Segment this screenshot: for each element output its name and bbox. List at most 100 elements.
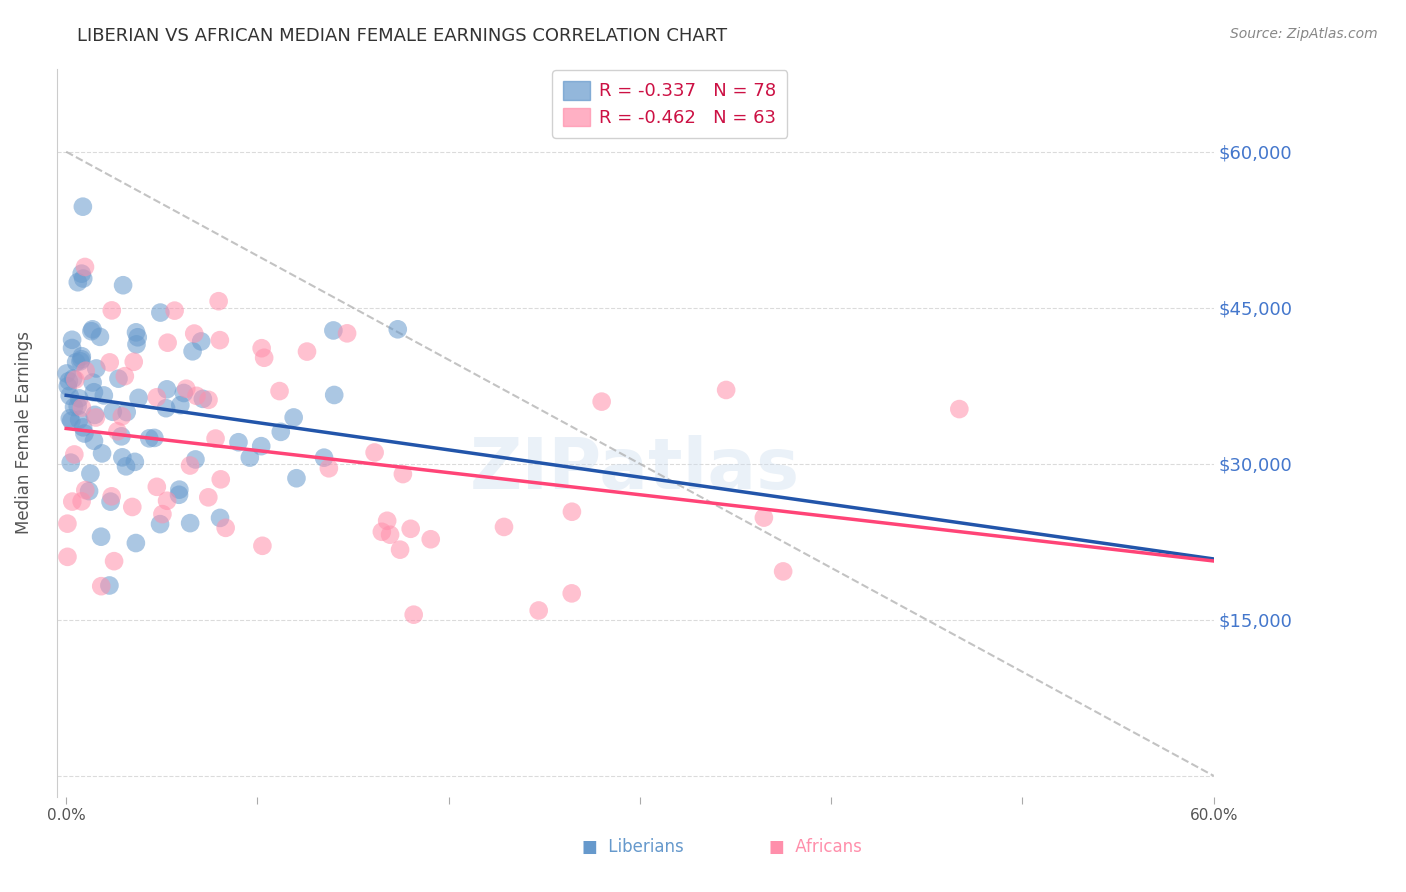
Africans — [73, 260, 96, 274]
Africans — [98, 355, 121, 369]
Liberians — [59, 411, 82, 425]
Africans — [389, 542, 412, 557]
Text: ■  Liberians: ■ Liberians — [582, 838, 683, 856]
Liberians — [112, 278, 135, 293]
Liberians — [58, 374, 80, 388]
Liberians — [125, 536, 148, 550]
Liberians — [56, 379, 79, 393]
Africans — [197, 491, 219, 505]
Africans — [121, 500, 143, 514]
Liberians — [100, 494, 122, 508]
Africans — [146, 480, 169, 494]
Africans — [107, 424, 129, 438]
Africans — [399, 522, 422, 536]
Liberians — [65, 355, 87, 369]
Liberians — [179, 516, 201, 530]
Liberians — [115, 459, 138, 474]
Liberians — [83, 434, 105, 448]
Africans — [122, 355, 145, 369]
Liberians — [184, 452, 207, 467]
Africans — [84, 410, 107, 425]
Africans — [208, 333, 231, 347]
Liberians — [60, 341, 83, 355]
Liberians — [323, 388, 346, 402]
Liberians — [79, 467, 101, 481]
Africans — [209, 472, 232, 486]
Liberians — [83, 385, 105, 400]
Africans — [295, 344, 318, 359]
Liberians — [93, 388, 115, 402]
Liberians — [107, 371, 129, 385]
Liberians — [55, 367, 77, 381]
Africans — [371, 524, 394, 539]
Liberians — [283, 410, 305, 425]
Africans — [318, 461, 340, 475]
Liberians — [59, 456, 82, 470]
Africans — [100, 489, 122, 503]
Africans — [114, 369, 136, 384]
Liberians — [387, 322, 409, 336]
Africans — [75, 483, 97, 497]
Africans — [402, 607, 425, 622]
Africans — [561, 586, 583, 600]
Liberians — [169, 483, 191, 497]
Liberians — [322, 323, 344, 337]
Liberians — [90, 530, 112, 544]
Liberians — [89, 330, 111, 344]
Text: LIBERIAN VS AFRICAN MEDIAN FEMALE EARNINGS CORRELATION CHART: LIBERIAN VS AFRICAN MEDIAN FEMALE EARNIN… — [77, 27, 727, 45]
Liberians — [128, 391, 150, 405]
Africans — [183, 326, 205, 341]
Liberians — [125, 337, 148, 351]
Africans — [186, 389, 208, 403]
Liberians — [77, 484, 100, 499]
Africans — [252, 539, 274, 553]
Liberians — [209, 511, 232, 525]
Liberians — [127, 330, 149, 344]
Liberians — [73, 426, 96, 441]
Africans — [146, 390, 169, 404]
Liberians — [111, 450, 134, 465]
Africans — [204, 432, 226, 446]
Africans — [56, 516, 79, 531]
Africans — [250, 341, 273, 355]
Liberians — [115, 405, 138, 419]
Liberians — [181, 344, 204, 359]
Liberians — [110, 429, 132, 443]
Liberians — [83, 408, 105, 422]
Liberians — [67, 413, 90, 427]
Liberians — [63, 400, 86, 414]
Text: ZIPatlas: ZIPatlas — [470, 434, 800, 503]
Liberians — [70, 349, 93, 363]
Liberians — [285, 471, 308, 485]
Liberians — [66, 399, 89, 413]
Africans — [197, 392, 219, 407]
Africans — [253, 351, 276, 365]
Liberians — [149, 517, 172, 532]
Liberians — [312, 450, 335, 465]
Africans — [90, 579, 112, 593]
Africans — [492, 520, 515, 534]
Text: Source: ZipAtlas.com: Source: ZipAtlas.com — [1230, 27, 1378, 41]
Africans — [207, 294, 229, 309]
Liberians — [82, 322, 104, 336]
Africans — [174, 382, 197, 396]
Liberians — [250, 439, 273, 453]
Africans — [214, 521, 236, 535]
Liberians — [59, 389, 82, 403]
Liberians — [80, 324, 103, 338]
Africans — [336, 326, 359, 341]
Africans — [269, 384, 291, 398]
Africans — [392, 467, 415, 481]
Liberians — [270, 425, 292, 439]
Liberians — [138, 431, 160, 445]
Liberians — [60, 333, 83, 347]
Africans — [65, 373, 87, 387]
Africans — [527, 603, 550, 617]
Liberians — [66, 275, 89, 289]
Africans — [591, 394, 613, 409]
Liberians — [155, 401, 177, 416]
Africans — [56, 549, 79, 564]
Liberians — [239, 450, 262, 465]
Africans — [561, 505, 583, 519]
Africans — [714, 383, 737, 397]
